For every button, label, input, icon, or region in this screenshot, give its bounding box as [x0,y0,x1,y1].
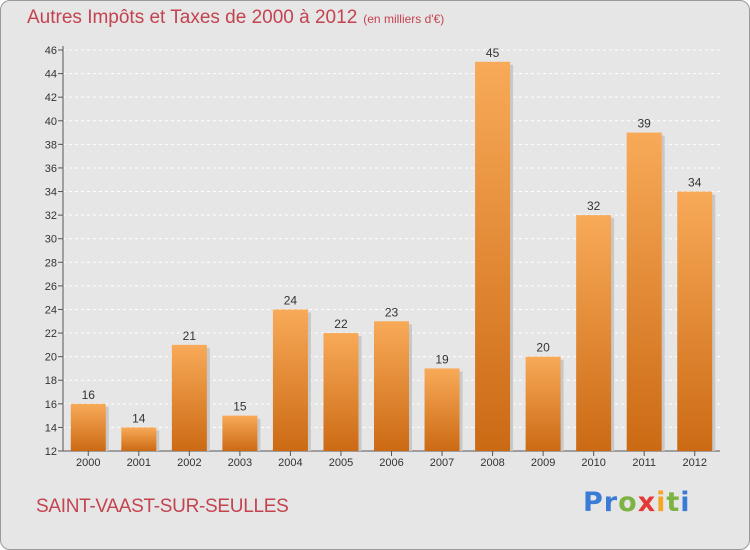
bar-value-label: 16 [82,388,96,402]
logo-letter: i [680,487,691,518]
bar [626,132,662,451]
chart-title: Autres Impôts et Taxes de 2000 à 2012 (en… [27,7,444,29]
bar [323,333,359,451]
x-tick-label: 2008 [480,457,504,469]
bar [677,191,713,451]
y-tick-label: 32 [45,210,57,222]
bar-value-label: 39 [638,117,652,131]
bar-value-label: 34 [688,176,702,190]
y-tick-label: 38 [45,139,57,151]
y-tick-label: 18 [45,375,57,387]
bar [374,321,409,451]
y-tick-label: 36 [45,163,57,175]
y-tick-label: 20 [45,352,57,364]
y-tick-label: 44 [45,69,57,81]
bar [576,215,612,451]
x-tick-label: 2000 [76,457,100,469]
y-tick-label: 22 [45,328,57,340]
x-tick-label: 2006 [379,457,403,469]
chart-title-text: Autres Impôts et Taxes de 2000 à 2012 [27,7,358,28]
x-tick-label: 2011 [632,457,656,469]
city-name: SAINT-VAAST-SUR-SEULLES [36,496,289,517]
bar-value-label: 20 [536,341,550,355]
bars [70,61,716,451]
y-tick-label: 24 [45,304,57,316]
x-tick-label: 2005 [329,457,353,469]
x-tick-label: 2003 [228,457,252,469]
bar [222,415,258,451]
bar-value-label: 24 [284,293,298,307]
bar-value-label: 23 [385,305,399,319]
bar [475,61,511,451]
logo-letter: t [666,487,681,518]
x-tick-label: 2004 [278,457,302,469]
bar-value-label: 14 [132,411,146,425]
y-tick-label: 42 [45,92,57,104]
chart-unit: (en milliers d'€) [363,12,445,26]
y-tick-label: 16 [45,399,57,411]
x-tick-label: 2007 [430,457,454,469]
y-tick-label: 30 [45,234,57,246]
bar-value-label: 45 [486,46,500,60]
y-tick-label: 12 [45,446,57,458]
y-tick-label: 40 [45,116,57,128]
proxiti-logo[interactable]: Proxiti [583,487,691,518]
logo-letter: i [656,487,667,518]
logo-letter: o [618,487,638,518]
y-tick-label: 14 [45,422,57,434]
logo-letter: P [583,487,604,518]
bar-value-label: 32 [587,199,601,213]
bar [424,368,460,451]
y-tick-label: 28 [45,257,57,269]
bar [525,356,561,451]
bar-value-label: 21 [183,329,197,343]
x-tick-label: 2002 [177,457,201,469]
y-tick-label: 46 [45,45,57,57]
x-tick-label: 2001 [127,457,151,469]
bar [121,427,157,451]
x-tick-label: 2010 [581,457,605,469]
bar [70,403,106,451]
y-tick-label: 34 [45,187,57,199]
bar [272,309,308,451]
logo-letter: r [603,487,619,518]
bar [171,344,207,451]
x-tick-label: 2009 [531,457,555,469]
x-tick-label: 2012 [682,457,706,469]
bar-value-label: 19 [435,352,449,366]
bar-value-label: 22 [334,317,348,331]
y-tick-label: 26 [45,281,57,293]
labels: 16 2000 14 2001 21 2002 15 2003 24 2004 22 2005 23 20… [76,46,707,469]
bar-value-label: 15 [233,400,247,414]
logo-letter: x [637,487,657,518]
